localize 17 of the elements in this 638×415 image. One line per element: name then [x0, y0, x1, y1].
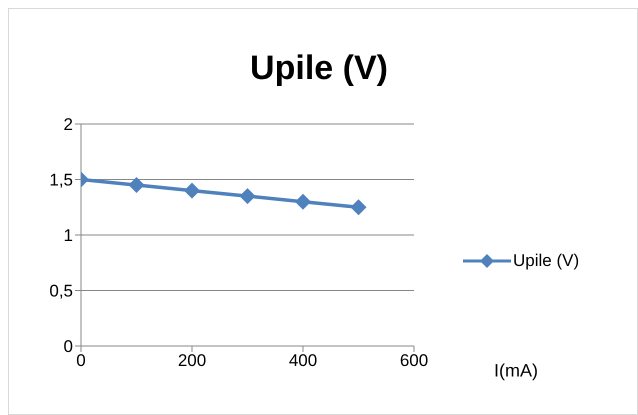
x-tick-label: 0 — [76, 351, 86, 370]
point — [295, 194, 311, 210]
x-tick-label: 600 — [400, 351, 428, 370]
point — [184, 182, 200, 199]
point — [240, 188, 256, 204]
point — [128, 177, 144, 194]
x-tick-label: 400 — [288, 351, 318, 370]
x-tick-label: 200 — [178, 351, 206, 370]
chart-title: Upile (V) — [249, 49, 389, 88]
y-tick-label: 0 — [64, 337, 73, 356]
x-axis-title: I(mA) — [494, 360, 538, 380]
y-tick-label: 1 — [64, 226, 73, 246]
y-tick-label: 2 — [64, 115, 73, 134]
point — [350, 199, 366, 216]
y-tick-label: 0,5 — [49, 282, 73, 301]
legend-label: Upile (V) — [513, 251, 580, 271]
y-tick-label: 1,5 — [49, 170, 73, 190]
